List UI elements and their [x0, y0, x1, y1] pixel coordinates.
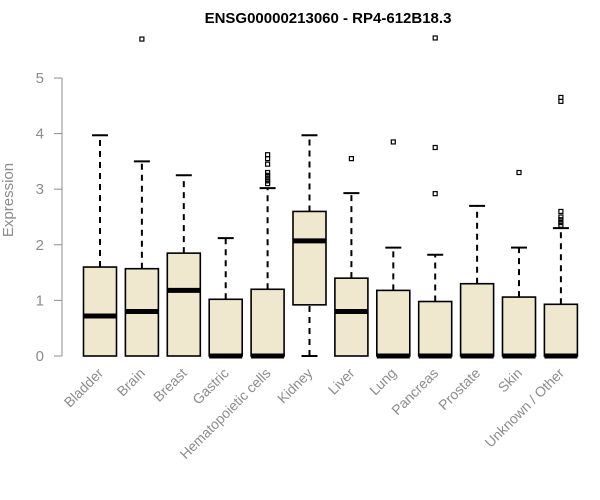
- y-tick-label: 3: [36, 181, 44, 198]
- iqr-box: [292, 210, 327, 306]
- iqr-box: [250, 288, 285, 357]
- box-8: [417, 35, 453, 359]
- box-0: [82, 134, 118, 357]
- x-tick-label: Lung: [366, 365, 399, 398]
- iqr-box: [543, 303, 579, 357]
- outlier-point: [265, 172, 271, 178]
- y-tick-label: 5: [36, 70, 44, 87]
- iqr-box: [334, 277, 369, 357]
- outlier-point: [558, 214, 564, 220]
- outlier-point: [139, 36, 145, 42]
- box-10: [501, 169, 537, 359]
- box-2: [166, 174, 202, 357]
- outlier-point: [265, 161, 271, 167]
- box-6: [334, 156, 369, 357]
- box-5: [292, 134, 327, 357]
- iqr-box: [82, 266, 118, 357]
- outlier-point: [265, 169, 271, 176]
- x-tick-label: Prostate: [435, 365, 483, 413]
- outlier-point: [558, 217, 564, 223]
- outlier-point: [558, 208, 564, 215]
- outlier-point: [432, 191, 438, 197]
- y-axis-label: Expression: [0, 163, 17, 237]
- x-tick-label: Bladder: [61, 365, 107, 411]
- outlier-point: [558, 222, 564, 228]
- box-7: [375, 139, 411, 359]
- outlier-point: [265, 152, 271, 158]
- y-tick-label: 1: [36, 292, 44, 309]
- outlier-point: [265, 181, 271, 187]
- y-tick-label: 2: [36, 237, 44, 254]
- outlier-point: [390, 139, 396, 145]
- iqr-box: [459, 282, 495, 357]
- box-4: [250, 152, 285, 359]
- x-tick-label: Brain: [114, 365, 148, 399]
- iqr-box: [166, 252, 202, 357]
- box-9: [459, 204, 495, 359]
- iqr-box: [375, 289, 411, 357]
- x-tick-label: Liver: [325, 365, 358, 398]
- outlier-point: [348, 156, 354, 162]
- x-tick-label: Kidney: [274, 365, 316, 407]
- chart-title: ENSG00000213060 - RP4-612B18.3: [205, 10, 452, 27]
- y-axis: 0 1 2 3 4 5: [36, 70, 63, 365]
- x-tick-label: Skin: [495, 365, 526, 396]
- outlier-point: [432, 35, 438, 41]
- outlier-point: [265, 175, 271, 181]
- box-3: [208, 237, 243, 359]
- iqr-box: [417, 300, 453, 357]
- outlier-point: [265, 178, 271, 184]
- box-1: [124, 36, 160, 357]
- outlier-point: [558, 219, 564, 226]
- y-tick-label: 4: [36, 126, 44, 143]
- x-tick-label: Breast: [150, 365, 190, 405]
- iqr-box: [208, 298, 243, 357]
- boxes-layer: [82, 35, 579, 359]
- y-tick-label: 0: [36, 348, 44, 365]
- x-tick-label: Pancreas: [388, 365, 441, 418]
- outlier-point: [432, 144, 438, 151]
- box-11: [543, 94, 579, 359]
- x-tick-label: Unknown / Other: [481, 365, 567, 451]
- outlier-point: [516, 169, 522, 176]
- outlier-point: [558, 94, 564, 101]
- iqr-box: [501, 296, 537, 357]
